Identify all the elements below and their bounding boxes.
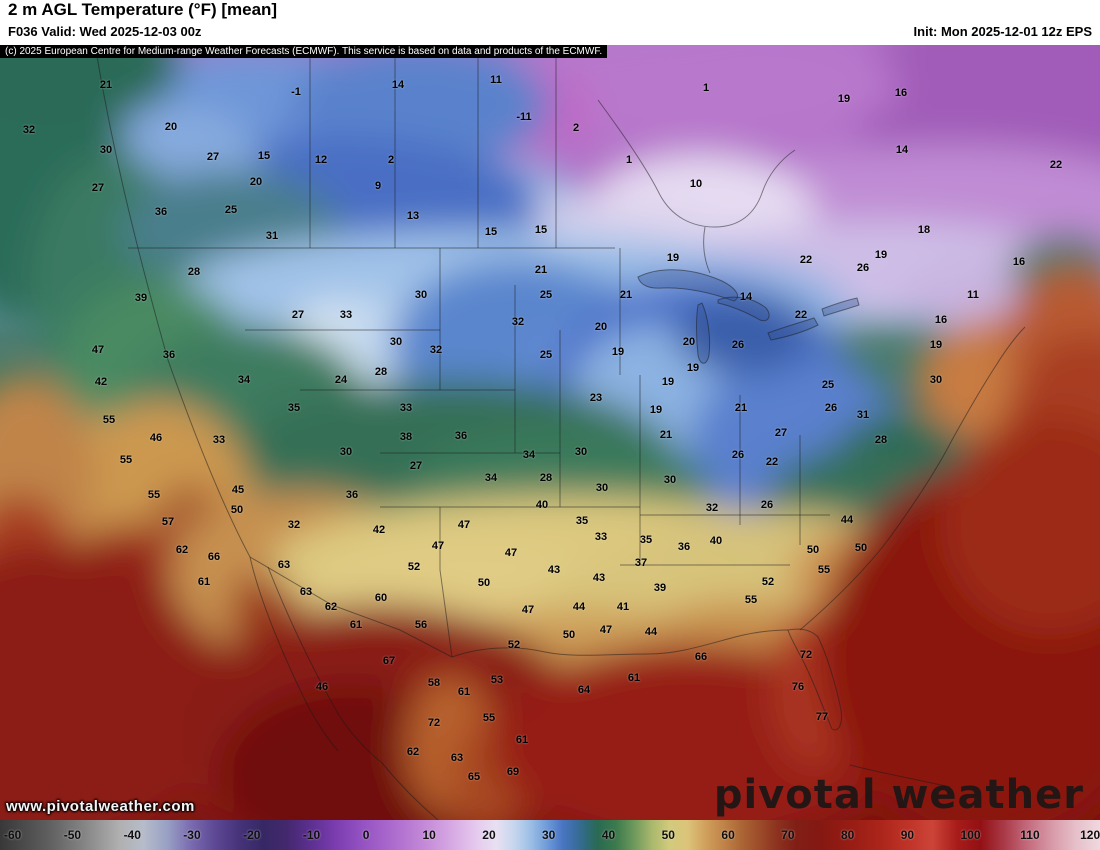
colorbar-tick-label: 100	[960, 828, 981, 842]
copyright-notice: (c) 2025 European Centre for Medium-rang…	[0, 45, 608, 58]
colorbar-tick-label: 10	[422, 828, 436, 842]
colorbar-tick-label: -30	[183, 828, 201, 842]
init-time-label: Init: Mon 2025-12-01 12z EPS	[913, 24, 1092, 39]
colorbar-tick-label: 70	[781, 828, 795, 842]
header: 2 m AGL Temperature (°F) [mean] F036 Val…	[0, 0, 1100, 45]
page-title: 2 m AGL Temperature (°F) [mean]	[8, 0, 278, 19]
colorbar-tick-label: -20	[243, 828, 261, 842]
colorbar-tick-label: -50	[63, 828, 82, 842]
colorbar-tick-label: -40	[123, 828, 141, 842]
colorbar-tick-label: 120	[1080, 828, 1100, 842]
watermark-url: www.pivotalweather.com	[6, 798, 195, 815]
colorbar-tick-label: -60	[4, 828, 22, 842]
colorbar-tick-label: 80	[840, 828, 855, 842]
colorbar-tick-label: -10	[302, 828, 321, 842]
watermark-brand-logo: pivotal weather	[713, 772, 1084, 818]
temperature-colorbar: -60 -50 -40 -30 -20 -10 0 10 20 30 40 50 60 70 80 90 100…	[0, 820, 1100, 850]
field-blobs	[0, 45, 1100, 820]
temperature-field	[0, 45, 1100, 820]
colorbar-tick-label: 50	[661, 828, 675, 842]
colorbar-tick-label: 110	[1020, 828, 1040, 842]
colorbar-tick-label: 30	[542, 828, 556, 842]
map-boundaries	[94, 45, 1026, 820]
colorbar-tick-label: 90	[900, 828, 915, 842]
valid-time-label: F036 Valid: Wed 2025-12-03 00z	[8, 24, 202, 39]
map-canvas: (c) 2025 European Centre for Medium-rang…	[0, 45, 1100, 820]
colorbar-tick-label: 40	[601, 828, 616, 842]
colorbar-tick-label: 60	[721, 828, 735, 842]
colorbar-tick-label: 0	[362, 828, 370, 842]
colorbar-tick-label: 20	[482, 828, 496, 842]
colorbar-gradient	[0, 820, 1100, 850]
